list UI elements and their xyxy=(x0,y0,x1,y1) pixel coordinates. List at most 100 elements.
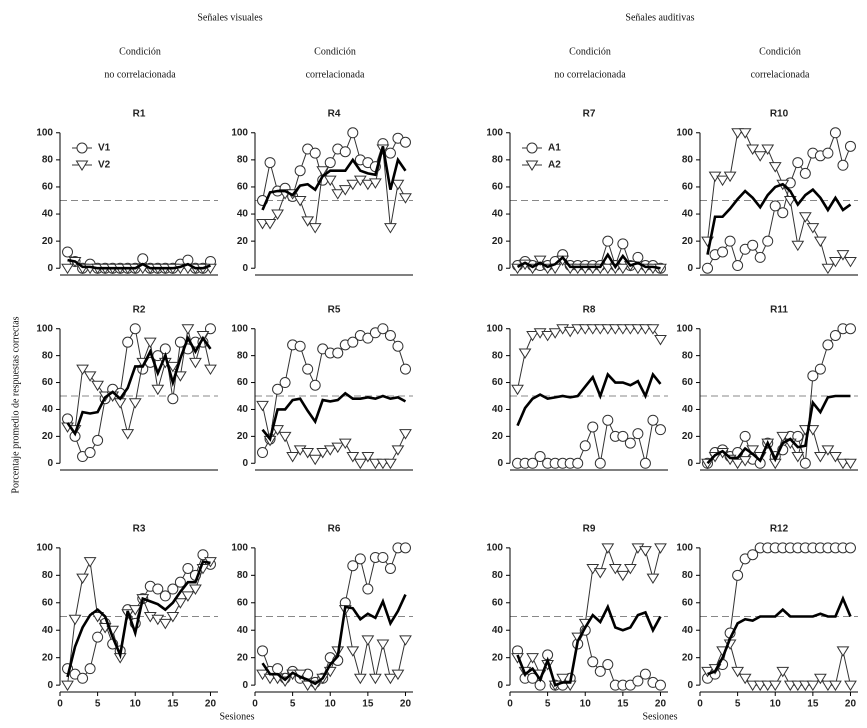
y-tick-label: 40 xyxy=(492,625,504,636)
y-tick-label: 80 xyxy=(237,350,249,361)
legend-label: V1 xyxy=(98,143,111,154)
y-tick-label: 0 xyxy=(47,263,53,274)
marker-circle xyxy=(137,253,149,265)
marker-circle xyxy=(647,414,659,426)
marker-triangle xyxy=(776,666,790,678)
mean-line xyxy=(706,182,852,255)
group-title: Señales auditivas xyxy=(625,12,694,23)
marker-circle xyxy=(384,562,396,574)
marker-triangle xyxy=(511,384,524,396)
marker-triangle xyxy=(323,175,337,187)
marker-triangle xyxy=(746,680,760,692)
x-tick-label: 10 xyxy=(130,699,142,710)
marker-circle xyxy=(732,260,744,272)
y-tick-label: 100 xyxy=(36,127,53,138)
marker-circle xyxy=(829,127,841,139)
marker-triangle xyxy=(731,128,745,139)
marker-triangle xyxy=(776,431,790,443)
marker-triangle xyxy=(829,680,842,692)
y-tick-label: 40 xyxy=(682,625,694,636)
marker-circle xyxy=(594,665,606,677)
marker-circle xyxy=(587,421,599,433)
marker-triangle xyxy=(654,543,667,554)
marker-circle xyxy=(654,424,666,436)
y-tick-label: 80 xyxy=(42,570,54,581)
marker-triangle xyxy=(768,162,782,173)
group-title: Señales visuales xyxy=(197,12,262,23)
marker-triangle xyxy=(76,364,89,376)
marker-triangle xyxy=(829,452,842,463)
marker-circle xyxy=(814,363,826,375)
marker-triangle xyxy=(601,543,615,554)
marker-triangle xyxy=(608,563,622,575)
marker-triangle xyxy=(91,612,105,623)
y-tick-label: 20 xyxy=(682,431,694,442)
marker-triangle xyxy=(293,196,307,207)
marker-circle xyxy=(717,246,729,258)
marker-triangle xyxy=(181,591,195,602)
marker-circle xyxy=(639,668,651,680)
marker-circle xyxy=(799,457,811,469)
y-tick-label: 0 xyxy=(497,458,503,469)
y-tick-label: 40 xyxy=(682,209,694,220)
y-axis-label: Porcentaje promedio de respuestas correc… xyxy=(10,316,21,493)
y-tick-label: 60 xyxy=(492,377,504,388)
marker-circle xyxy=(167,583,179,595)
marker-triangle xyxy=(753,151,767,162)
series-line xyxy=(707,132,851,270)
y-tick-label: 60 xyxy=(42,597,54,608)
y-tick-label: 0 xyxy=(242,680,248,691)
marker-circle xyxy=(84,663,96,675)
marker-circle xyxy=(799,167,811,179)
column-title: no correlacionada xyxy=(554,69,626,80)
x-axis-label: Sesiones xyxy=(220,711,255,722)
marker-triangle xyxy=(376,639,390,650)
marker-triangle xyxy=(83,557,97,568)
y-tick-label: 100 xyxy=(36,543,53,554)
panel-title: R11 xyxy=(770,305,788,316)
marker-circle xyxy=(384,329,396,341)
y-tick-label: 20 xyxy=(682,652,694,663)
x-tick-label: 5 xyxy=(290,699,296,710)
marker-circle xyxy=(122,336,134,348)
marker-circle xyxy=(844,542,856,554)
y-tick-label: 40 xyxy=(237,209,249,220)
marker-triangle xyxy=(821,263,835,275)
mean-line xyxy=(707,595,852,676)
panel-title: R10 xyxy=(770,109,789,120)
mean-line xyxy=(261,145,407,211)
marker-triangle xyxy=(368,673,382,685)
y-tick-label: 40 xyxy=(42,209,54,220)
marker-circle xyxy=(129,323,141,335)
marker-triangle xyxy=(173,598,187,609)
marker-circle xyxy=(84,447,96,459)
y-tick-label: 100 xyxy=(231,543,248,554)
y-tick-label: 60 xyxy=(682,597,694,608)
marker-triangle xyxy=(829,256,842,268)
marker-triangle xyxy=(181,324,195,335)
marker-triangle xyxy=(83,371,97,382)
y-tick-label: 100 xyxy=(676,127,693,138)
marker-triangle xyxy=(746,144,760,155)
mean-line xyxy=(66,335,212,437)
marker-circle xyxy=(807,370,819,382)
panel-title: R12 xyxy=(770,524,789,535)
x-tick-label: 0 xyxy=(507,699,513,710)
y-tick-label: 80 xyxy=(237,570,249,581)
series-line xyxy=(707,643,851,686)
marker-triangle xyxy=(158,618,172,630)
mean-line xyxy=(66,560,211,678)
marker-triangle xyxy=(271,425,284,436)
marker-triangle xyxy=(761,680,775,692)
marker-triangle xyxy=(608,324,622,335)
y-tick-label: 100 xyxy=(676,543,693,554)
y-tick-label: 0 xyxy=(47,680,53,691)
marker-triangle xyxy=(346,452,360,463)
marker-circle xyxy=(739,430,751,442)
marker-triangle xyxy=(189,584,202,596)
marker-triangle xyxy=(271,209,284,221)
marker-triangle xyxy=(738,128,752,139)
marker-circle xyxy=(167,393,179,405)
marker-circle xyxy=(257,447,269,459)
